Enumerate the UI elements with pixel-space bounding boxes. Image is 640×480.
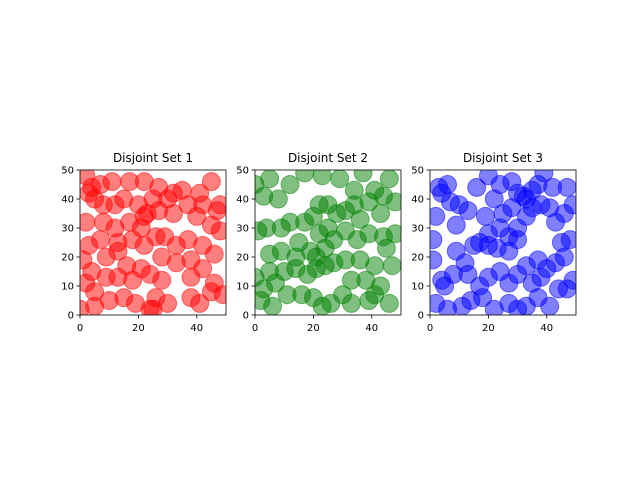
scatter-point <box>80 273 96 293</box>
scatter-point <box>280 175 300 194</box>
axes-frame <box>79 169 227 316</box>
scatter-point <box>102 172 122 192</box>
scatter-point <box>528 250 548 270</box>
scatter-point <box>382 256 401 276</box>
scatter-point <box>187 206 207 226</box>
panel-title: Disjoint Set 2 <box>288 151 368 165</box>
scatter-point <box>309 224 329 244</box>
scatter-point <box>435 276 455 296</box>
scatter-point <box>484 189 504 209</box>
scatter-point <box>263 296 283 315</box>
scatter-point <box>371 276 391 296</box>
y-tick-label: 50 <box>236 166 249 177</box>
scatter-point <box>430 250 443 270</box>
scatter-point <box>379 170 399 189</box>
scatter-point <box>265 273 285 293</box>
scatter-point <box>268 189 288 209</box>
scatter-point <box>359 291 379 310</box>
scatter-point <box>430 230 443 250</box>
scatter-point <box>430 293 446 313</box>
scatter-point <box>143 299 163 315</box>
x-tick-label: 20 <box>307 323 320 334</box>
scatter-point <box>181 267 201 287</box>
scatter-point <box>446 215 466 235</box>
scatter-point <box>376 238 396 258</box>
scatter-point <box>123 270 143 290</box>
scatter-point <box>475 206 495 226</box>
scatter-point <box>350 209 370 229</box>
scatter-point <box>163 204 183 223</box>
points-group <box>255 170 401 315</box>
scatter-point <box>85 296 105 315</box>
y-tick-label: 10 <box>236 282 249 293</box>
scatter-point <box>458 201 478 221</box>
x-tick-label: 40 <box>190 323 203 334</box>
scatter-point <box>557 177 576 197</box>
points-group <box>80 170 226 315</box>
x-tick-label: 0 <box>252 323 258 334</box>
scatter-point <box>385 224 401 244</box>
axes-frame <box>429 169 577 316</box>
y-tick-label: 50 <box>411 166 424 177</box>
scatter-point <box>210 221 226 241</box>
scatter-point <box>467 177 487 197</box>
y-tick-label: 50 <box>61 166 74 177</box>
scatter-point <box>152 270 172 290</box>
scatter-point <box>464 235 484 255</box>
scatter-point <box>201 172 221 192</box>
scatter-point <box>430 206 446 226</box>
scatter-panel-1: 0 20 40 0 10 20 30 40 50 Disjoint Set 1 <box>61 151 227 334</box>
y-tick-label: 20 <box>411 253 424 264</box>
y-tick-label: 40 <box>236 195 249 206</box>
y-tick-label: 20 <box>61 253 74 264</box>
panel-title: Disjoint Set 1 <box>113 151 193 165</box>
y-tick-label: 0 <box>418 311 424 322</box>
scatter-point <box>353 170 373 183</box>
scatter-point <box>80 212 96 232</box>
y-tick-label: 30 <box>236 224 249 235</box>
scatter-panel-3: 0 20 40 0 10 20 30 40 50 Disjoint Set 3 <box>411 151 577 334</box>
scatter-point <box>458 264 478 284</box>
points-group <box>430 170 576 315</box>
x-tick-label: 40 <box>540 323 553 334</box>
scatter-point <box>373 186 393 206</box>
axes-frame <box>254 169 402 316</box>
scatter-panel-2: 0 20 40 0 10 20 30 40 50 Disjoint Set 2 <box>236 151 402 334</box>
x-tick-label: 40 <box>365 323 378 334</box>
y-tick-label: 10 <box>411 282 424 293</box>
scatter-point <box>330 170 350 189</box>
scatter-point <box>516 206 536 226</box>
y-tick-label: 30 <box>411 224 424 235</box>
y-tick-label: 40 <box>61 195 74 206</box>
scatter-point <box>379 293 399 313</box>
scatter-point <box>289 233 309 252</box>
scatter-point <box>446 241 466 261</box>
scatter-point <box>85 189 105 209</box>
y-tick-label: 40 <box>411 195 424 206</box>
scatter-point <box>312 170 332 186</box>
x-tick-label: 20 <box>482 323 495 334</box>
y-tick-label: 0 <box>243 311 249 322</box>
scatter-point <box>513 186 533 206</box>
y-tick-label: 0 <box>68 311 74 322</box>
scatter-point <box>560 230 576 250</box>
scatter-point <box>341 293 361 313</box>
scatter-point <box>484 299 504 315</box>
x-tick-label: 0 <box>427 323 433 334</box>
scatter-point <box>255 221 268 241</box>
panel-title: Disjoint Set 3 <box>463 151 543 165</box>
scatter-point <box>181 288 201 308</box>
scatter-point <box>548 279 568 299</box>
scatter-point <box>295 170 315 183</box>
y-tick-label: 10 <box>61 282 74 293</box>
scatter-point <box>201 282 221 302</box>
x-tick-label: 0 <box>77 323 83 334</box>
scatter-point <box>96 247 116 267</box>
y-tick-label: 20 <box>236 253 249 264</box>
x-tick-label: 20 <box>132 323 145 334</box>
scatter-point <box>260 170 280 189</box>
y-tick-label: 30 <box>61 224 74 235</box>
